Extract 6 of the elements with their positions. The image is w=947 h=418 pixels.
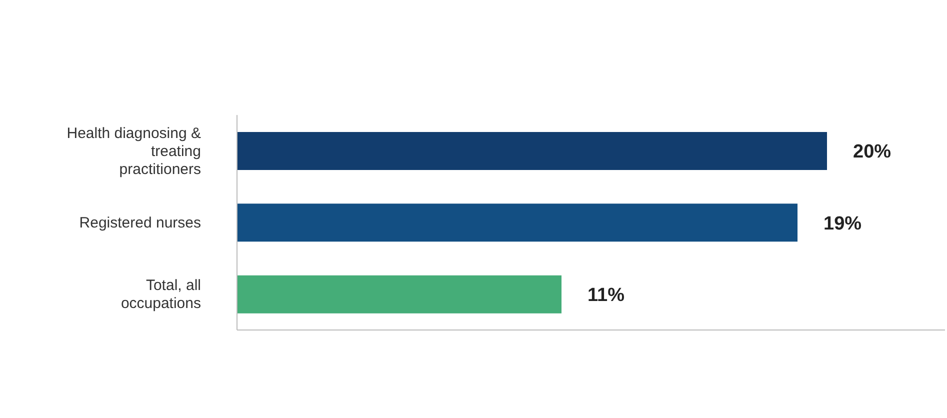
data-label: 11%	[588, 285, 625, 306]
data-label: 20%	[853, 142, 892, 163]
y-tick-label: Health diagnosing & treating practitioners	[66, 124, 201, 178]
y-tick-label: Registered nurses	[79, 214, 201, 231]
y-tick-label: Total, all occupations	[120, 276, 201, 312]
data-label: 19%	[824, 213, 862, 234]
